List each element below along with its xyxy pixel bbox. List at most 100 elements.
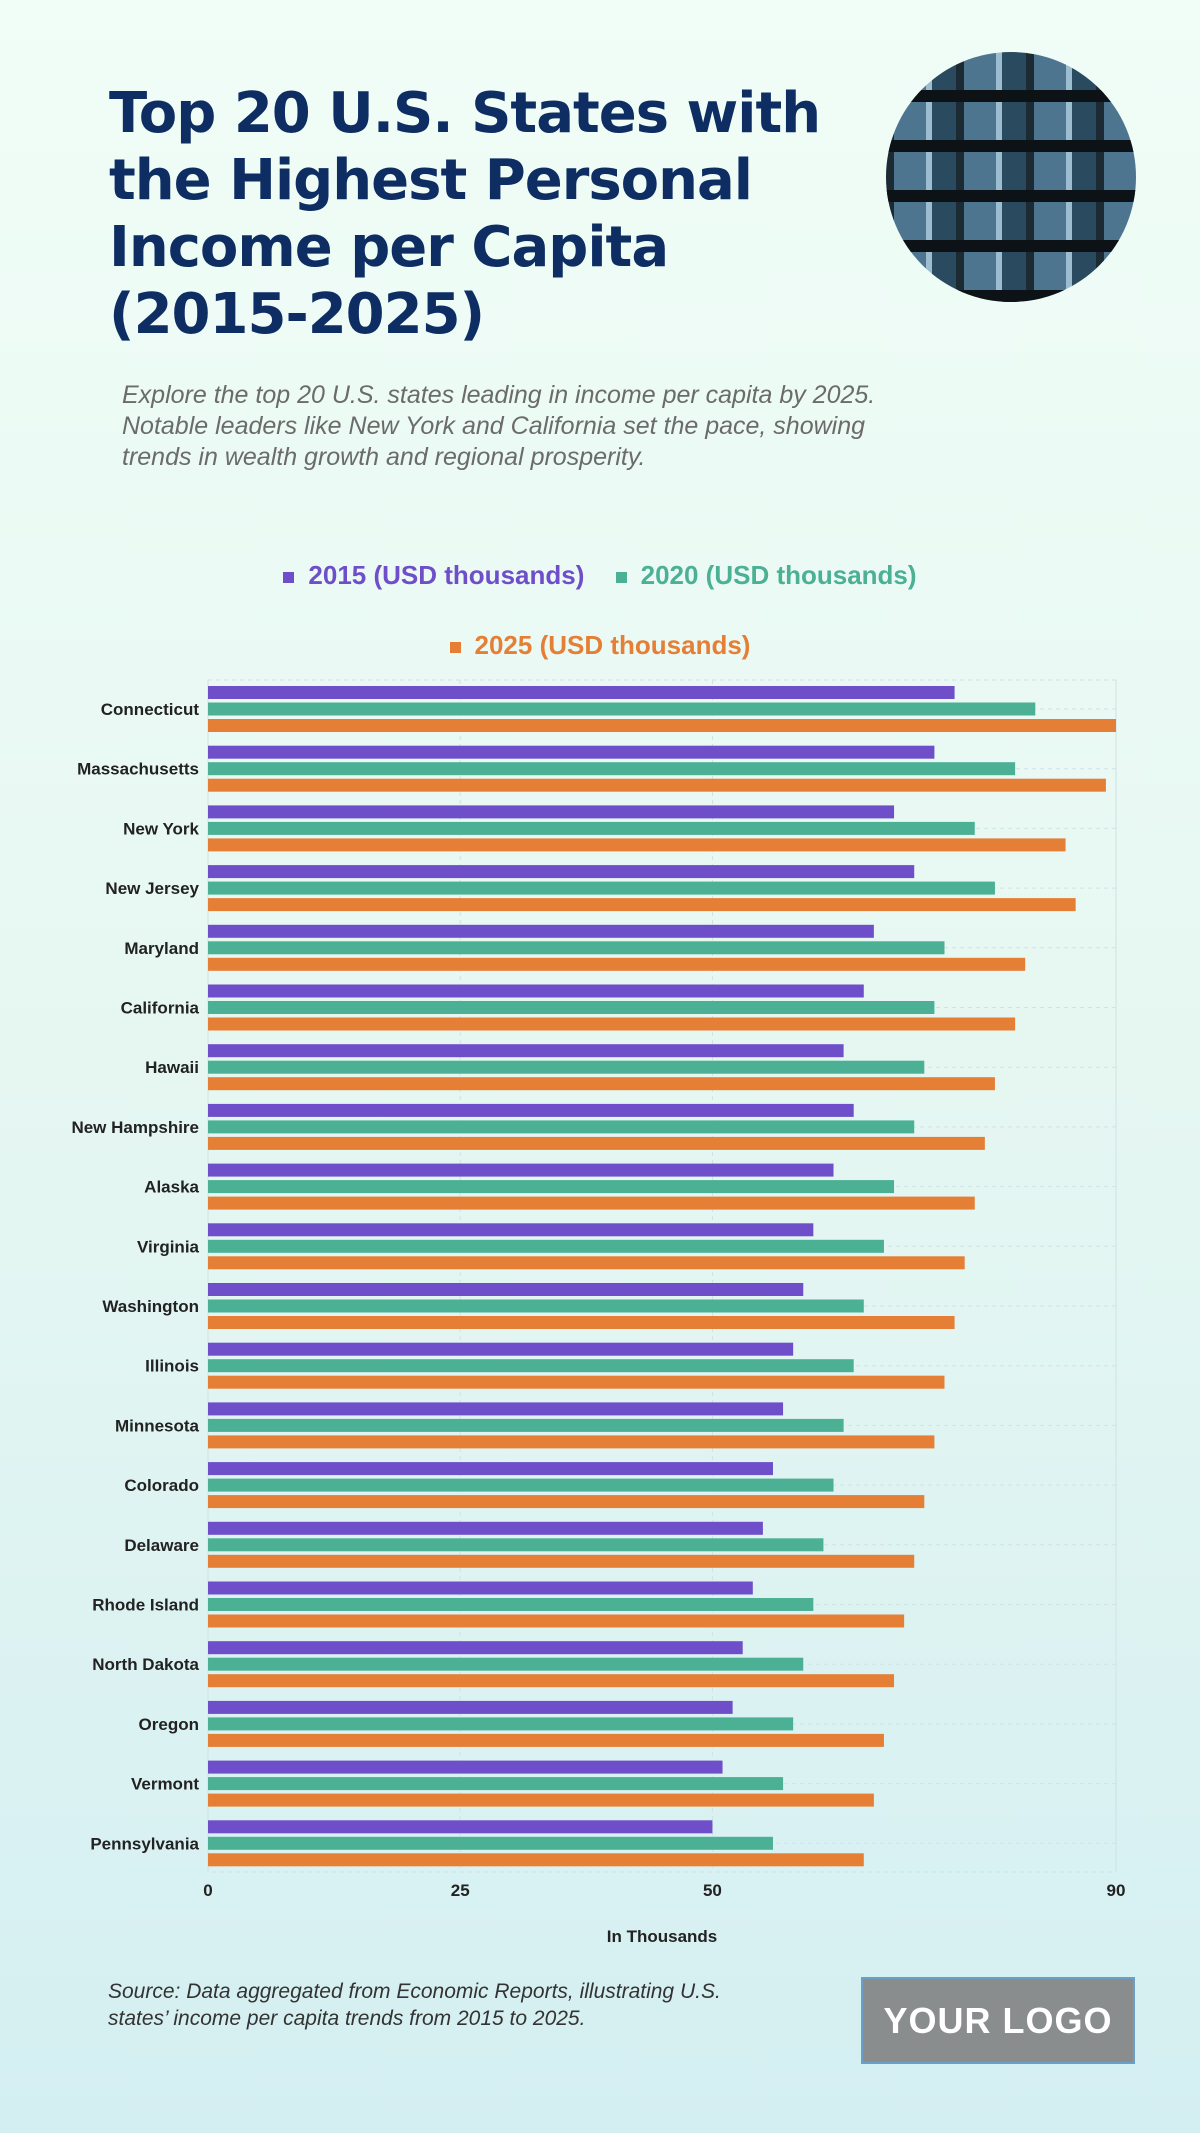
category-label: Washington <box>102 1297 199 1316</box>
x-tick-label: 50 <box>703 1881 722 1900</box>
category-label: Delaware <box>124 1536 199 1555</box>
category-label: Connecticut <box>101 700 200 719</box>
category-label: Maryland <box>124 939 199 958</box>
bar-delaware-2025 <box>208 1554 915 1568</box>
bar-hawaii-2015 <box>208 1044 844 1058</box>
bar-illinois-2015 <box>208 1342 794 1356</box>
bar-illinois-2020 <box>208 1359 854 1373</box>
bar-california-2020 <box>208 1001 935 1014</box>
plot-area <box>207 679 1117 1873</box>
x-axis-label: In Thousands <box>607 1927 718 1946</box>
bar-alaska-2020 <box>208 1180 895 1194</box>
bar-hawaii-2025 <box>208 1077 995 1091</box>
bar-massachusetts-2025 <box>208 778 1106 792</box>
bar-minnesota-2015 <box>208 1402 784 1416</box>
bar-connecticut-2020 <box>208 702 1036 716</box>
bar-washington-2025 <box>208 1316 955 1329</box>
bar-massachusetts-2015 <box>208 745 935 759</box>
bar-pennsylvania-2025 <box>208 1853 864 1867</box>
bar-maryland-2020 <box>208 941 945 955</box>
bar-new-york-2015 <box>208 805 895 819</box>
legend-label-2020: 2020 (USD thousands) <box>640 560 917 590</box>
bar-massachusetts-2020 <box>208 762 1016 776</box>
bar-new-jersey-2020 <box>208 881 995 895</box>
bar-new-hampshire-2015 <box>208 1103 854 1117</box>
bar-vermont-2025 <box>208 1793 874 1807</box>
page-title: Top 20 U.S. States with the Highest Pers… <box>109 81 821 347</box>
category-label: Hawaii <box>145 1058 199 1077</box>
bar-oregon-2020 <box>208 1717 794 1731</box>
legend-item-2025: 2025 (USD thousands) <box>449 630 751 660</box>
bar-hawaii-2020 <box>208 1060 925 1074</box>
category-label: Massachusetts <box>77 760 199 779</box>
bar-illinois-2025 <box>208 1375 945 1389</box>
bar-washington-2015 <box>208 1283 804 1296</box>
category-label: Pennsylvania <box>90 1834 199 1853</box>
bar-new-hampshire-2020 <box>208 1120 915 1134</box>
legend-item-2020: 2020 (USD thousands) <box>615 560 917 590</box>
legend-row-2: 2025 (USD thousands) <box>0 630 1200 661</box>
bar-delaware-2020 <box>208 1538 824 1552</box>
legend-swatch-2015 <box>283 571 295 583</box>
category-label: Minnesota <box>115 1416 200 1435</box>
source-note: Source: Data aggregated from Economic Re… <box>108 1980 721 2030</box>
bar-minnesota-2025 <box>208 1435 935 1449</box>
legend-swatch-2025 <box>449 641 461 653</box>
bar-virginia-2025 <box>208 1256 965 1270</box>
category-label: New Hampshire <box>71 1118 199 1137</box>
legend-item-2015: 2015 (USD thousands) <box>283 560 584 590</box>
legend-label-2015: 2015 (USD thousands) <box>308 560 585 590</box>
bar-alaska-2025 <box>208 1196 975 1210</box>
bar-vermont-2020 <box>208 1777 784 1791</box>
bar-north-dakota-2015 <box>208 1641 743 1655</box>
bar-colorado-2015 <box>208 1462 773 1476</box>
x-tick-label: 90 <box>1107 1881 1126 1900</box>
bar-colorado-2020 <box>208 1478 834 1492</box>
bar-virginia-2015 <box>208 1223 814 1237</box>
bar-pennsylvania-2020 <box>208 1836 773 1850</box>
bar-new-york-2025 <box>208 838 1066 852</box>
bar-new-jersey-2025 <box>208 898 1076 912</box>
category-label: Virginia <box>137 1237 200 1256</box>
category-label: Vermont <box>131 1775 199 1794</box>
legend: 2015 (USD thousands) 2020 (USD thousands… <box>0 560 1200 591</box>
category-label: California <box>121 999 200 1018</box>
bar-maryland-2025 <box>208 957 1026 971</box>
bar-washington-2020 <box>208 1299 864 1313</box>
bar-new-york-2020 <box>208 821 975 835</box>
category-label: North Dakota <box>92 1655 199 1674</box>
category-label: Illinois <box>145 1357 199 1376</box>
category-label: New Jersey <box>105 879 199 898</box>
legend-swatch-2020 <box>615 571 627 583</box>
category-label: Alaska <box>144 1178 199 1197</box>
building-photo <box>886 52 1136 302</box>
category-label: Oregon <box>139 1715 199 1734</box>
x-tick-label: 0 <box>203 1881 212 1900</box>
bar-connecticut-2015 <box>208 686 955 699</box>
category-label: New York <box>123 819 199 838</box>
bar-colorado-2025 <box>208 1495 925 1509</box>
bar-north-dakota-2025 <box>208 1674 895 1688</box>
bar-north-dakota-2020 <box>208 1657 804 1671</box>
subtitle: Explore the top 20 U.S. states leading i… <box>122 381 876 471</box>
bar-oregon-2015 <box>208 1700 733 1714</box>
category-label: Colorado <box>124 1476 199 1495</box>
bar-rhode-island-2015 <box>208 1581 753 1595</box>
bar-vermont-2015 <box>208 1760 723 1774</box>
bar-delaware-2015 <box>208 1521 763 1535</box>
bar-minnesota-2020 <box>208 1418 844 1432</box>
bar-new-jersey-2015 <box>208 865 915 879</box>
bar-california-2025 <box>208 1017 1016 1031</box>
bar-connecticut-2025 <box>208 719 1116 732</box>
bar-virginia-2020 <box>208 1239 884 1253</box>
bar-rhode-island-2025 <box>208 1614 905 1628</box>
bar-california-2015 <box>208 984 864 998</box>
logo-placeholder: YOUR LOGO <box>861 1977 1135 2064</box>
category-label: Rhode Island <box>92 1596 199 1615</box>
x-tick-label: 25 <box>451 1881 470 1900</box>
bar-chart: 0 25 50 90 Connecticut Massachusetts New York N… <box>71 679 1126 1946</box>
bar-rhode-island-2020 <box>208 1598 814 1611</box>
bar-maryland-2015 <box>208 924 874 938</box>
legend-label-2025: 2025 (USD thousands) <box>474 630 751 660</box>
